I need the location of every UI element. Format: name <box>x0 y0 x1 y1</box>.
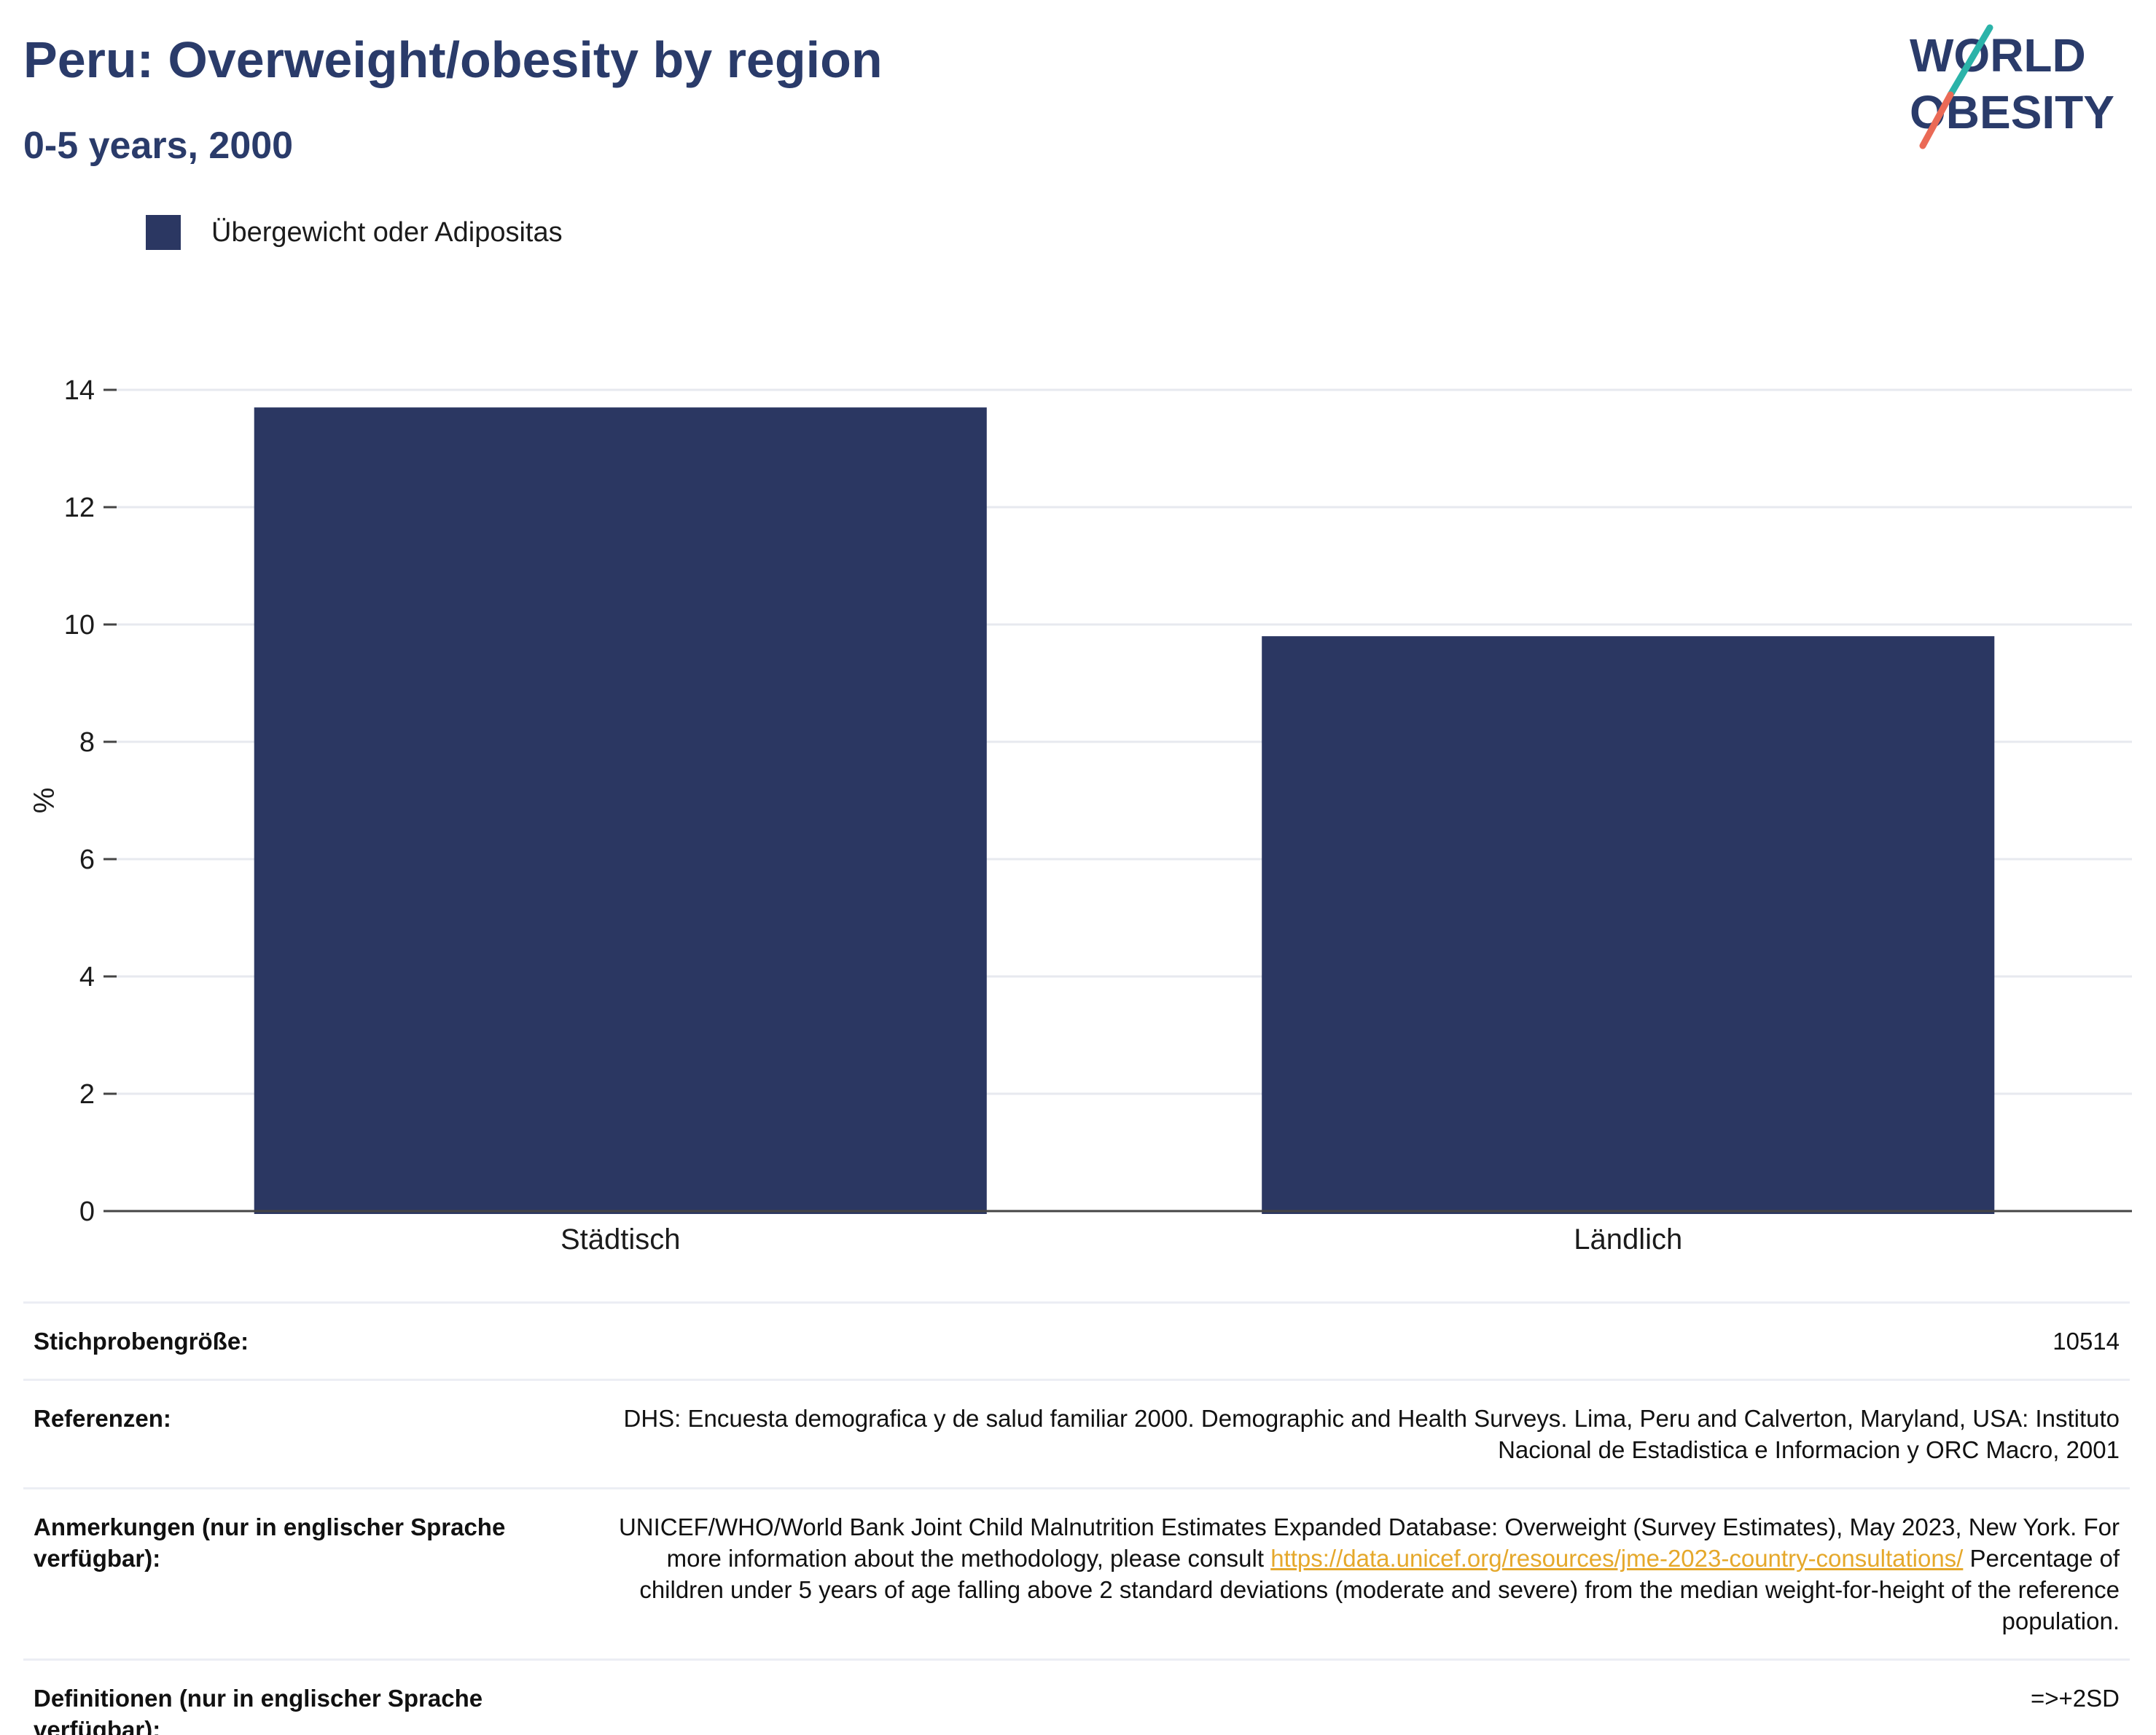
legend-swatch <box>146 215 181 250</box>
info-row-references: Referenzen: DHS: Encuesta demografica y … <box>23 1379 2130 1487</box>
chart-title: Peru: Overweight/obesity by region <box>23 31 883 88</box>
notes-value: UNICEF/WHO/World Bank Joint Child Malnut… <box>618 1511 2120 1637</box>
y-tick-label: 0 <box>79 1197 95 1227</box>
logo-slash-coral <box>1919 91 1954 149</box>
y-tick-label: 14 <box>64 375 95 406</box>
chart-subtitle: 0-5 years, 2000 <box>23 125 294 167</box>
world-obesity-logo: WORLD OBESITY <box>1910 24 2114 149</box>
legend-label: Übergewicht oder Adipositas <box>211 216 563 248</box>
logo-line1: WORLD <box>1910 29 2086 82</box>
notes-text-after: Percentage of children under 5 years of … <box>639 1545 2120 1634</box>
definitions-value: =>+2SD <box>2030 1685 2120 1712</box>
notes-label: Anmerkungen (nur in englischer Sprache v… <box>34 1513 506 1572</box>
y-tick-label: 6 <box>79 845 95 875</box>
y-tick-label: 2 <box>79 1079 95 1110</box>
x-tick-label: Städtisch <box>561 1223 681 1256</box>
definitions-label: Definitionen (nur in englischer Sprache … <box>34 1685 483 1735</box>
x-tick-label: Ländlich <box>1574 1223 1682 1256</box>
notes-text-before: UNICEF/WHO/World Bank Joint Child Malnut… <box>618 1513 2120 1572</box>
sample-size-value: 10514 <box>2053 1328 2120 1355</box>
bar-2 <box>1262 636 1995 1214</box>
references-value: DHS: Encuesta demografica y de salud fam… <box>623 1405 2120 1463</box>
y-axis-label: % <box>28 788 60 814</box>
y-tick-label: 4 <box>79 962 95 992</box>
notes-link[interactable]: https://data.unicef.org/resources/jme-20… <box>1270 1545 1964 1572</box>
info-row-notes: Anmerkungen (nur in englischer Sprache v… <box>23 1487 2130 1658</box>
y-tick-label: 8 <box>79 727 95 758</box>
y-tick-label: 10 <box>64 610 95 641</box>
sample-size-label: Stichprobengröße: <box>34 1328 249 1355</box>
chart-legend: Übergewicht oder Adipositas <box>146 215 563 250</box>
info-row-definitions: Definitionen (nur in englischer Sprache … <box>23 1658 2130 1735</box>
bar-chart: 0 2 4 6 8 10 12 14% Städtisch Ländlich <box>28 375 2132 1256</box>
y-tick-label: 12 <box>64 493 95 523</box>
bar-1 <box>254 407 987 1214</box>
references-label: Referenzen: <box>34 1405 171 1432</box>
logo-slash-teal <box>1947 24 1993 98</box>
info-table: Stichprobengröße: 10514 Referenzen: DHS:… <box>23 1301 2130 1735</box>
info-row-sample-size: Stichprobengröße: 10514 <box>23 1301 2130 1379</box>
